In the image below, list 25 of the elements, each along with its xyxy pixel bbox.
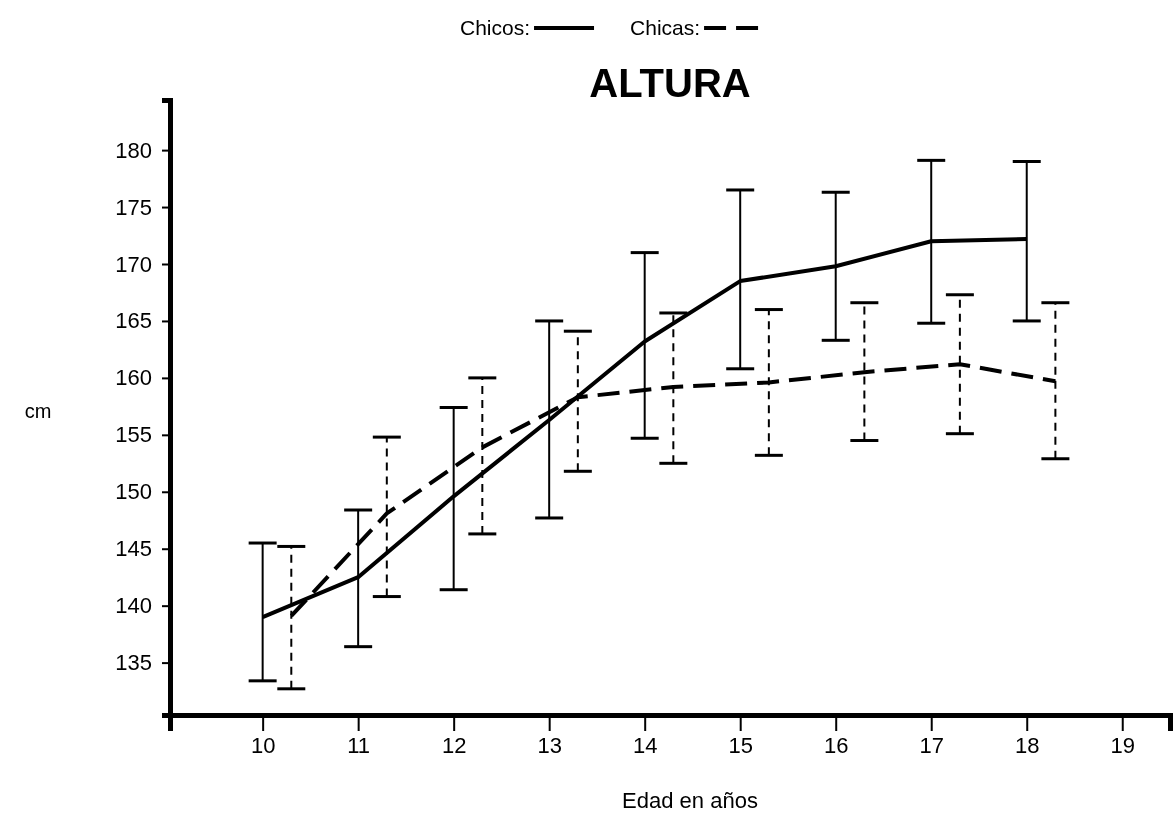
- y-tick-label: 160: [115, 365, 152, 391]
- y-tick-label: 140: [115, 593, 152, 619]
- y-tick-label: 145: [115, 536, 152, 562]
- y-tick-label: 180: [115, 137, 152, 163]
- x-tick-label: 12: [441, 732, 467, 758]
- x-tick-label: 14: [632, 732, 658, 758]
- y-axis-title: cm: [24, 400, 52, 422]
- x-tick-label: 18: [1014, 732, 1040, 758]
- y-tick-label: 155: [115, 422, 152, 448]
- y-tick-label: 175: [115, 194, 152, 220]
- x-tick-label: 15: [728, 732, 753, 758]
- legend-label: Chicos:: [460, 16, 531, 39]
- y-tick-label: 135: [115, 650, 152, 676]
- x-tick-label: 13: [537, 732, 562, 758]
- legend-label: Chicas:: [630, 16, 701, 39]
- x-tick-label: 17: [919, 732, 944, 758]
- x-axis-title: Edad en años: [622, 788, 758, 813]
- x-tick-label: 16: [823, 732, 849, 758]
- y-tick-label: 165: [115, 308, 152, 334]
- chart-title: ALTURA: [589, 61, 751, 105]
- x-tick-label: 19: [1110, 732, 1135, 758]
- x-tick-label: 10: [250, 732, 276, 758]
- y-tick-label: 170: [115, 251, 152, 277]
- x-tick-label: 11: [347, 732, 371, 758]
- y-tick-label: 150: [115, 479, 152, 505]
